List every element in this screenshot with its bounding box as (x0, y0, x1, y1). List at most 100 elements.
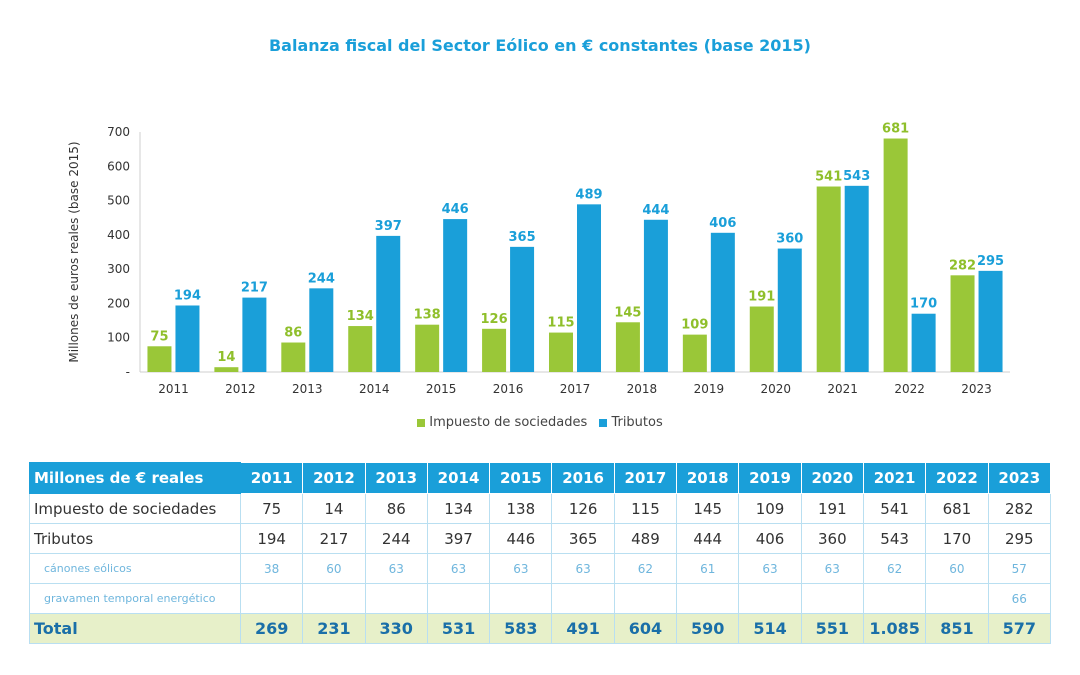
legend-label-tributos: Tributos (611, 415, 663, 430)
chart-title: Balanza fiscal del Sector Eólico en € co… (268, 36, 811, 55)
bar-tributos-2015 (443, 219, 468, 372)
table-cell (426, 583, 491, 614)
table-cell: 577 (987, 613, 1052, 644)
table-cell: 590 (676, 613, 740, 644)
table-header-year: 2017 (613, 462, 678, 494)
x-tick-label: 2019 (694, 382, 725, 396)
data-label-tributos-2023: 295 (977, 254, 1004, 269)
bar-impuesto-2015 (415, 324, 440, 372)
table-cell: 61 (676, 553, 740, 584)
data-label-impuesto-2022: 681 (882, 122, 909, 137)
table-cell: 38 (239, 553, 304, 584)
table-header-year: 2018 (676, 462, 740, 494)
table-cell: 60 (925, 553, 989, 584)
data-label-tributos-2022: 170 (910, 297, 937, 312)
bar-impuesto-2011 (147, 346, 172, 372)
data-label-tributos-2016: 365 (509, 230, 536, 245)
table-cell: 75 (239, 493, 304, 524)
table-cell: 109 (738, 493, 802, 524)
table-header-year: 2013 (364, 462, 428, 494)
table-header-year: 2021 (862, 462, 927, 494)
table-header-label: Millones de € reales (29, 462, 241, 494)
legend-item-impuesto: Impuesto de sociedades (417, 415, 587, 430)
x-tick-label: 2022 (894, 382, 925, 396)
data-label-impuesto-2016: 126 (481, 312, 508, 327)
bar-impuesto-2020 (749, 306, 774, 372)
bar-impuesto-2014 (348, 326, 373, 372)
data-label-impuesto-2023: 282 (949, 258, 976, 273)
bar-impuesto-2022 (883, 138, 908, 372)
table-row: Impuesto de sociedades 75 14 86 134 138 126 115… (29, 493, 1052, 524)
table-cell: 604 (613, 613, 678, 644)
bar-tributos-2020 (777, 248, 802, 372)
x-tick-label: 2021 (827, 382, 858, 396)
table-cell: 444 (676, 523, 740, 554)
x-tick-label: 2011 (158, 382, 189, 396)
x-tick-label: 2023 (961, 382, 992, 396)
table-cell (364, 583, 428, 614)
data-label-impuesto-2012: 14 (217, 350, 235, 365)
data-label-tributos-2014: 397 (375, 219, 402, 234)
table-cell (925, 583, 989, 614)
table-cell: 231 (302, 613, 366, 644)
x-tick-label: 2020 (760, 382, 791, 396)
data-label-impuesto-2019: 109 (681, 318, 708, 333)
table-header-year: 2015 (489, 462, 553, 494)
table-cell: 360 (800, 523, 864, 554)
bar-tributos-2021 (844, 185, 869, 372)
table-cell: 145 (676, 493, 740, 524)
table-row: Tributos 194 217 244 397 446 365 489 444 406 360 54… (29, 523, 1052, 554)
data-label-impuesto-2020: 191 (748, 290, 775, 305)
table-header-year: 2022 (925, 462, 989, 494)
x-tick-label: 2015 (426, 382, 457, 396)
y-tick-label: 100 (107, 331, 130, 345)
x-tick-label: 2013 (292, 382, 323, 396)
data-label-tributos-2012: 217 (241, 281, 268, 296)
table-row: cánones eólicos 38 60 63 63 63 63 62 61 63 63 62 60 5… (29, 553, 1052, 584)
table-cell: 62 (613, 553, 678, 584)
table-row-label: Tributos (29, 523, 241, 554)
table-cell: 63 (551, 553, 615, 584)
table-cell: 63 (364, 553, 428, 584)
table-row-label: Impuesto de sociedades (29, 493, 241, 524)
y-axis-label: Millones de euros reales (base 2015) (67, 141, 81, 362)
table-header-year: 2020 (800, 462, 864, 494)
y-tick-label: 700 (107, 125, 130, 139)
table-cell: 446 (489, 523, 553, 554)
table-cell: 63 (489, 553, 553, 584)
data-label-tributos-2013: 244 (308, 271, 335, 286)
table-cell (551, 583, 615, 614)
table-cell: 66 (987, 583, 1052, 614)
table-cell (302, 583, 366, 614)
table-row: Total 269 231 330 531 583 491 604 590 514 551 1.085… (29, 613, 1052, 644)
bar-tributos-2016 (510, 246, 535, 372)
table-cell: 57 (987, 553, 1052, 584)
x-tick-label: 2012 (225, 382, 256, 396)
bar-impuesto-2019 (682, 334, 707, 372)
table-cell: 282 (987, 493, 1052, 524)
bar-tributos-2018 (643, 219, 668, 372)
table-cell: 541 (862, 493, 927, 524)
table-header-year: 2011 (239, 462, 304, 494)
data-label-tributos-2020: 360 (776, 232, 803, 247)
table-header-row: Millones de € reales 2011 2012 2013 2014 201… (29, 462, 1052, 494)
y-tick-label: 500 (107, 194, 130, 208)
table-cell: 491 (551, 613, 615, 644)
x-tick-label: 2016 (493, 382, 524, 396)
bar-tributos-2012 (242, 297, 267, 372)
table-cell: 543 (862, 523, 927, 554)
table-cell: 295 (987, 523, 1052, 554)
table-cell: 170 (925, 523, 989, 554)
legend-label-impuesto: Impuesto de sociedades (429, 415, 588, 430)
chart-legend: Impuesto de sociedades Tributos (0, 415, 1080, 430)
table-row-label: cánones eólicos (29, 553, 241, 584)
x-tick-label: 2017 (560, 382, 591, 396)
table-cell: 134 (426, 493, 491, 524)
bar-tributos-2014 (376, 235, 401, 372)
data-label-impuesto-2011: 75 (150, 329, 168, 344)
bar-impuesto-2016 (482, 328, 507, 372)
y-tick-label: 300 (107, 262, 130, 276)
table-cell: 397 (426, 523, 491, 554)
table-cell: 194 (239, 523, 304, 554)
table-cell: 330 (364, 613, 428, 644)
